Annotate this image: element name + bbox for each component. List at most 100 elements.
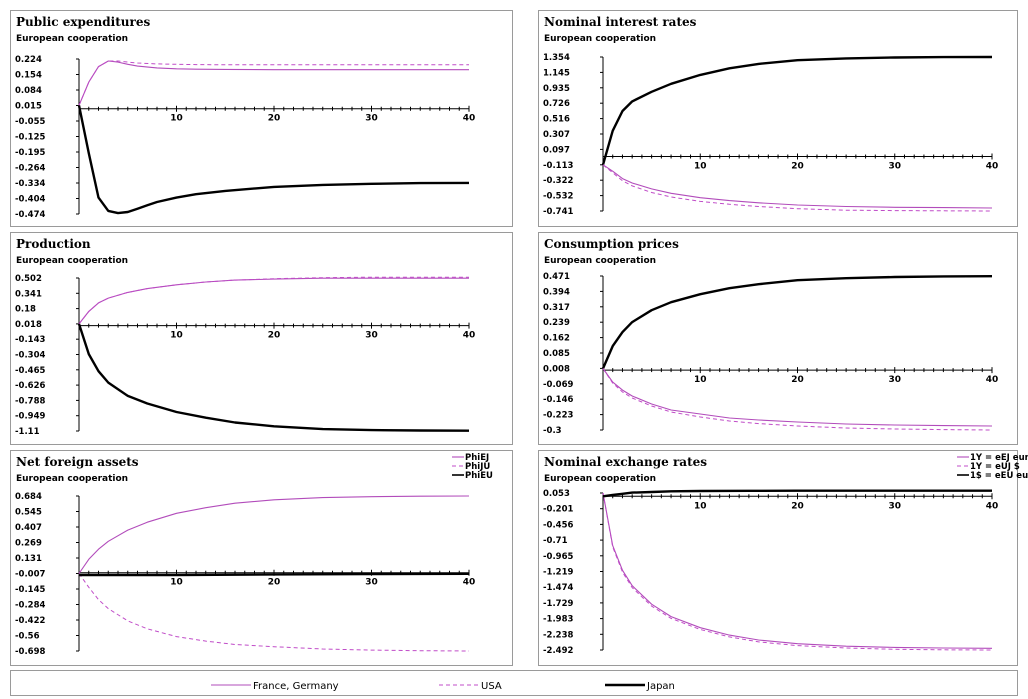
y-tick-label: -0.456 (543, 520, 573, 530)
x-tick-label: 40 (986, 375, 999, 385)
chart-panel-production: Production European cooperation 0.502 0.341… (10, 232, 513, 445)
legend-entry: 1$ = eEU euros (970, 471, 1028, 481)
y-tick-label: -0.322 (543, 176, 573, 186)
chart-title: Public expenditures (16, 15, 150, 29)
x-tick-label: 30 (365, 331, 378, 341)
y-tick-label: 0.18 (15, 305, 36, 315)
chart-svg: Nominal exchange rates European cooperati… (543, 453, 1028, 656)
y-tick-label: 0.471 (543, 272, 570, 282)
y-tick-label: 0.154 (15, 71, 42, 81)
footer-legend-label: Japan (646, 681, 675, 692)
footer-legend-label: France, Germany (253, 681, 339, 692)
chart-title: Nominal interest rates (544, 15, 697, 29)
series-line-france (78, 60, 469, 106)
x-tick-label: 20 (791, 501, 804, 511)
footer-legend-label: USA (481, 681, 502, 692)
y-tick-label: 0.407 (15, 523, 42, 533)
chart-title: Nominal exchange rates (544, 455, 707, 469)
x-tick-label: 30 (888, 375, 901, 385)
series-line-france (78, 495, 470, 574)
chart-subtitle: European cooperation (16, 34, 128, 44)
legend-entry: PhiEU (465, 471, 493, 481)
y-tick-label: 0.131 (15, 554, 42, 564)
y-tick-label: -0.264 (15, 164, 45, 174)
y-tick-label: -0.143 (15, 335, 45, 345)
x-tick-label: 30 (365, 114, 378, 124)
chart-panel-net-foreign-assets: Net foreign assets European cooperation 0.… (10, 450, 513, 666)
y-tick-label: -1.474 (543, 583, 573, 593)
chart-panel-consumption-prices: Consumption prices European cooperation 0.… (538, 232, 1018, 445)
y-tick-label: -0.949 (15, 412, 45, 422)
x-tick-label: 10 (170, 578, 183, 588)
x-tick-label: 10 (694, 375, 707, 385)
series-line-france (602, 492, 993, 649)
y-tick-label: -1.11 (15, 427, 40, 437)
series-line-japan (602, 489, 992, 498)
y-tick-label: 0.008 (543, 364, 570, 374)
y-tick-label: -0.007 (15, 570, 45, 580)
y-tick-label: -0.069 (543, 380, 573, 390)
y-tick-label: -0.055 (15, 117, 45, 127)
y-tick-label: -2.492 (543, 646, 573, 656)
y-tick-label: 0.018 (15, 320, 42, 330)
x-tick-label: 30 (888, 162, 901, 172)
y-tick-label: -0.532 (543, 192, 573, 202)
chart-svg: Production European cooperation 0.502 0.341… (15, 237, 475, 437)
chart-svg: Net foreign assets European cooperation 0.… (15, 453, 493, 657)
y-tick-label: -0.741 (543, 207, 573, 217)
y-tick-label: -0.284 (15, 601, 45, 611)
x-tick-label: 10 (694, 162, 707, 172)
series-line-japan (601, 275, 993, 369)
chart-title: Production (16, 237, 91, 251)
y-tick-label: -0.965 (543, 552, 573, 562)
x-tick-label: 40 (463, 114, 476, 124)
series-line-france (602, 164, 993, 209)
y-tick-label: 0.341 (15, 289, 42, 299)
chart-subtitle: European cooperation (544, 34, 656, 44)
y-tick-label: -0.626 (15, 381, 45, 391)
y-tick-label: 0.269 (15, 539, 42, 549)
x-tick-label: 10 (170, 114, 183, 124)
x-tick-label: 30 (365, 578, 378, 588)
y-tick-label: -0.465 (15, 366, 45, 376)
x-tick-label: 20 (268, 331, 281, 341)
y-tick-label: 0.726 (543, 99, 570, 109)
series-line-japan (77, 105, 470, 215)
y-tick-label: 0.162 (543, 334, 570, 344)
y-tick-label: -1.729 (543, 599, 573, 609)
y-tick-label: -0.56 (15, 632, 40, 642)
chart-subtitle: European cooperation (16, 474, 128, 484)
y-tick-label: -0.146 (543, 395, 573, 405)
y-tick-label: 0.684 (15, 492, 42, 502)
y-tick-label: -0.788 (15, 396, 45, 406)
series-line-japan (77, 323, 470, 432)
chart-subtitle: European cooperation (544, 256, 656, 266)
series-line-usa (78, 276, 469, 325)
chart-subtitle: European cooperation (16, 256, 128, 266)
series-line-japan (601, 55, 993, 166)
y-tick-label: 1.354 (543, 53, 570, 63)
x-tick-label: 20 (268, 114, 281, 124)
series-line-usa (602, 368, 993, 431)
series-line-usa (602, 492, 993, 651)
legend-entry: 1Y = eEJ euros (970, 453, 1028, 463)
y-tick-label: 0.084 (15, 86, 42, 96)
y-tick-label: -0.145 (15, 585, 45, 595)
y-tick-label: 0.516 (543, 115, 570, 125)
x-tick-label: 20 (268, 578, 281, 588)
y-tick-label: -0.3 (543, 426, 562, 436)
chart-svg: Consumption prices European cooperation 0.… (543, 237, 999, 436)
y-tick-label: 0.015 (15, 102, 42, 112)
y-tick-label: 0.085 (543, 349, 570, 359)
series-line-france (78, 277, 469, 325)
y-tick-label: 0.935 (543, 84, 570, 94)
chart-panel-nominal-exchange-rates: Nominal exchange rates European cooperati… (538, 450, 1028, 666)
footer-legend-svg: France, Germany USA Japan (211, 681, 675, 692)
y-tick-label: 0.394 (543, 287, 570, 297)
y-tick-label: -0.125 (15, 133, 45, 143)
y-tick-label: 0.502 (15, 274, 42, 284)
y-tick-label: -0.113 (543, 161, 573, 171)
series-line-france (602, 368, 993, 427)
series-line-usa (78, 573, 470, 652)
chart-title: Net foreign assets (16, 455, 139, 469)
